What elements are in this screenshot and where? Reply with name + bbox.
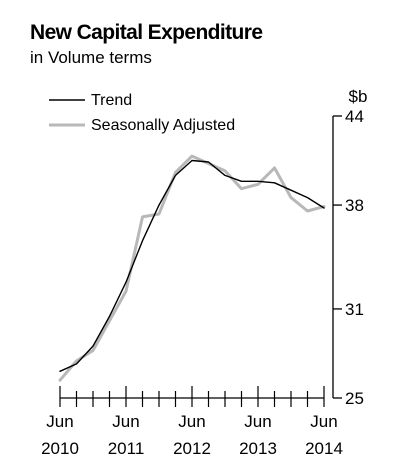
y-tick-label: 31 [345, 300, 364, 319]
x-tick-label-month: Jun [310, 412, 337, 431]
x-tick-label-year: 2010 [41, 439, 79, 458]
series-line-trend [59, 159, 325, 372]
x-tick-label-year: 2013 [239, 439, 277, 458]
y-axis-unit-label: $b [349, 87, 368, 106]
x-tick-label-year: 2012 [173, 439, 211, 458]
y-tick-label: 38 [345, 196, 364, 215]
y-tick-label: 25 [345, 389, 364, 408]
legend-label-seasonally-adjusted: Seasonally Adjusted [91, 117, 235, 134]
y-tick-label: 44 [345, 107, 364, 126]
chart-title: New Capital Expenditure [30, 21, 263, 44]
x-tick-label-month: Jun [46, 412, 73, 431]
x-tick-label-month: Jun [112, 412, 139, 431]
x-tick-label-year: 2014 [305, 439, 343, 458]
legend-label-trend: Trend [91, 92, 132, 109]
x-tick-label-year: 2011 [108, 439, 145, 458]
series-line-seasonally-adjusted [58, 154, 326, 382]
x-tick-label-month: Jun [178, 412, 205, 431]
x-tick-label-month: Jun [244, 412, 271, 431]
chart-subtitle: in Volume terms [30, 48, 152, 67]
